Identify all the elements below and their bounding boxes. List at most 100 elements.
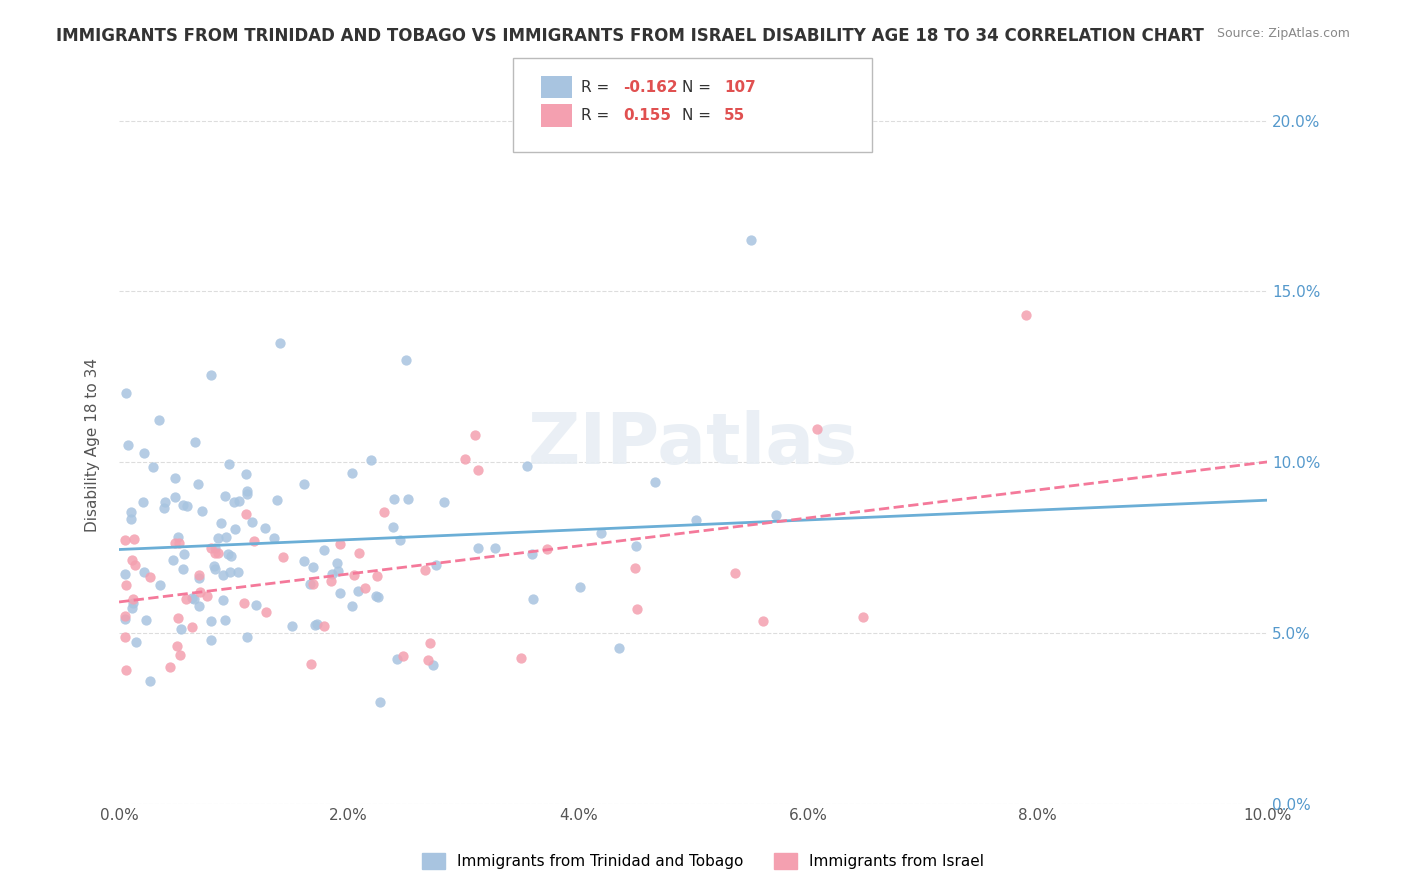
Text: IMMIGRANTS FROM TRINIDAD AND TOBAGO VS IMMIGRANTS FROM ISRAEL DISABILITY AGE 18 : IMMIGRANTS FROM TRINIDAD AND TOBAGO VS I… — [56, 27, 1204, 45]
Point — [228, 494, 250, 508]
Point — [190, 504, 212, 518]
Point — [292, 477, 315, 491]
Point — [536, 541, 558, 556]
Point — [343, 567, 366, 582]
Point — [235, 484, 257, 499]
Point — [467, 541, 489, 555]
Point — [329, 537, 352, 551]
Point — [245, 599, 267, 613]
Point — [391, 649, 413, 664]
Point — [416, 653, 439, 667]
Point — [522, 591, 544, 606]
Text: 55: 55 — [724, 109, 745, 123]
Point — [321, 574, 343, 588]
Point — [188, 599, 211, 613]
Point — [314, 619, 336, 633]
Point — [366, 568, 388, 582]
Point — [215, 530, 238, 544]
Point — [121, 553, 143, 567]
Point — [121, 596, 143, 610]
Point — [207, 531, 229, 545]
Point — [211, 568, 233, 582]
Point — [569, 580, 592, 594]
Text: 0.155: 0.155 — [623, 109, 671, 123]
Point — [299, 657, 322, 672]
Text: N =: N = — [682, 109, 716, 123]
Point — [114, 612, 136, 626]
Point — [273, 549, 295, 564]
Point — [388, 533, 411, 547]
Point — [304, 617, 326, 632]
Point — [115, 663, 138, 677]
Text: R =: R = — [581, 80, 614, 95]
Point — [364, 589, 387, 603]
Point — [340, 599, 363, 614]
Text: -0.162: -0.162 — [623, 80, 678, 95]
Point — [510, 651, 533, 665]
Point — [114, 577, 136, 591]
Point — [385, 651, 408, 665]
Point — [121, 600, 143, 615]
Point — [153, 500, 176, 515]
Point — [163, 490, 186, 504]
Point — [467, 463, 489, 477]
Point — [367, 590, 389, 604]
Point — [155, 495, 177, 509]
Point — [162, 553, 184, 567]
Point — [644, 475, 666, 489]
Point — [723, 566, 745, 580]
Point — [202, 559, 225, 574]
Point — [254, 605, 277, 619]
Point — [200, 541, 222, 556]
Text: 107: 107 — [724, 80, 756, 95]
Point — [169, 622, 191, 636]
Legend: Immigrants from Trinidad and Tobago, Immigrants from Israel: Immigrants from Trinidad and Tobago, Imm… — [416, 847, 990, 875]
Point — [180, 591, 202, 606]
Point — [204, 546, 226, 560]
Point — [114, 630, 136, 644]
Point — [183, 592, 205, 607]
Point — [120, 511, 142, 525]
Point — [211, 516, 233, 530]
Point — [302, 577, 325, 591]
Point — [132, 446, 155, 460]
Point — [148, 413, 170, 427]
Text: ZIPatlas: ZIPatlas — [529, 410, 858, 480]
Point — [382, 520, 405, 534]
Point — [516, 459, 538, 474]
Point — [326, 565, 349, 579]
Point — [624, 561, 647, 575]
Point — [114, 609, 136, 624]
Point — [124, 558, 146, 572]
Point — [114, 566, 136, 581]
Text: R =: R = — [581, 109, 614, 123]
Point — [254, 520, 277, 534]
Point — [1015, 308, 1038, 322]
Point — [142, 460, 165, 475]
Point — [132, 495, 155, 509]
Point — [425, 558, 447, 572]
Point — [134, 566, 156, 580]
Point — [228, 566, 250, 580]
Point — [266, 493, 288, 508]
Point — [806, 422, 828, 436]
Point — [235, 630, 257, 644]
Point — [163, 470, 186, 484]
Point — [115, 385, 138, 400]
Point — [269, 335, 291, 350]
Point — [685, 513, 707, 527]
Point — [740, 233, 762, 247]
Point — [314, 543, 336, 558]
Point — [122, 592, 145, 607]
Point — [301, 559, 323, 574]
Point — [235, 467, 257, 482]
Point — [173, 547, 195, 561]
Point — [188, 585, 211, 599]
Point — [117, 437, 139, 451]
Point — [373, 505, 395, 519]
Point — [382, 492, 405, 507]
Text: Source: ZipAtlas.com: Source: ZipAtlas.com — [1216, 27, 1350, 40]
Point — [298, 577, 321, 591]
Point — [187, 571, 209, 585]
Point — [166, 530, 188, 544]
